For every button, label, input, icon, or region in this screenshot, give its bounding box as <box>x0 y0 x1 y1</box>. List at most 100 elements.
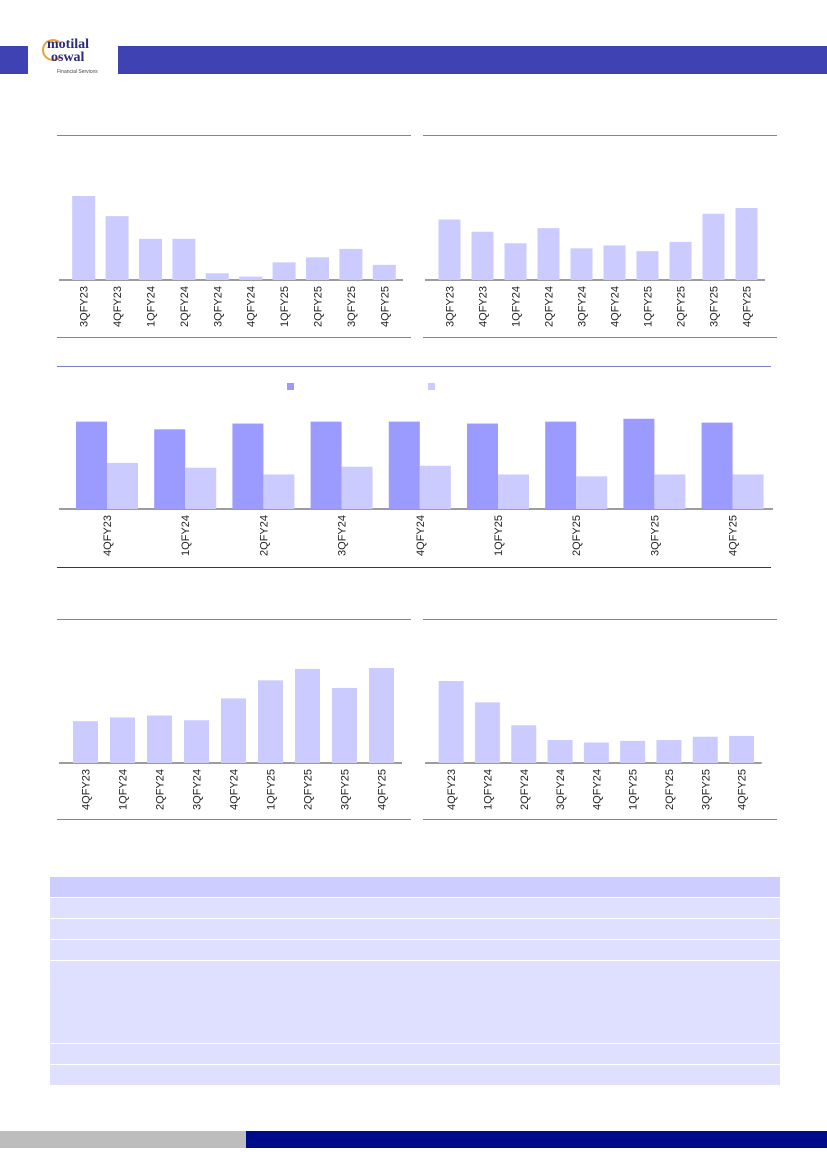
chart-1: 3QFY23 4QFY23 1QFY24 2QFY24 3QFY24 4QFY24 1QFY… <box>59 196 403 327</box>
chart-2: 3QFY23 4QFY23 1QFY24 2QFY24 3QFY24 4QFY24 1QFY… <box>425 208 765 327</box>
bar <box>73 721 98 763</box>
x-tick-label: 1QFY25 <box>628 769 640 810</box>
bar-series1 <box>701 422 733 509</box>
bar <box>438 219 461 280</box>
chart5-bottom-rule <box>423 819 777 820</box>
x-tick-label: 4QFY25 <box>377 769 389 810</box>
x-tick-label: 4QFY24 <box>591 769 603 810</box>
bar <box>620 740 646 763</box>
header-tab <box>0 46 28 74</box>
bar <box>636 251 659 280</box>
x-tick-label: 3QFY25 <box>649 515 661 556</box>
bar <box>656 740 682 763</box>
footer-gray-band <box>0 1131 246 1148</box>
bar <box>547 740 573 763</box>
bar <box>205 273 229 280</box>
x-tick-label: 3QFY23 <box>445 286 457 327</box>
x-tick-label: 1QFY24 <box>146 286 158 327</box>
chart3-top-rule <box>57 366 771 367</box>
x-tick-label: 4QFY23 <box>112 286 124 327</box>
x-tick-label: 3QFY24 <box>337 515 349 556</box>
x-tick-label: 3QFY23 <box>79 286 91 327</box>
x-tick-label: 4QFY25 <box>742 286 754 327</box>
bar-series2 <box>576 476 608 509</box>
bar-series1 <box>310 421 342 509</box>
bar <box>583 742 609 763</box>
x-tick-label: 3QFY24 <box>555 769 567 810</box>
chart-3: 4QFY23 1QFY24 2QFY24 3QFY24 4QFY24 1QFY25 2QFY… <box>59 418 773 556</box>
bar <box>735 208 758 280</box>
bar-series1 <box>232 423 264 509</box>
chart2-bottom-rule <box>423 337 777 338</box>
bar-series1 <box>154 429 186 509</box>
x-tick-label: 2QFY24 <box>258 515 270 556</box>
x-tick-label: 3QFY24 <box>192 769 204 810</box>
x-tick-label: 1QFY25 <box>643 286 655 327</box>
bar <box>692 736 718 763</box>
table-row <box>50 1044 780 1065</box>
x-tick-label: 3QFY24 <box>577 286 589 327</box>
x-tick-label: 2QFY25 <box>313 286 325 327</box>
x-tick-label: 1QFY25 <box>279 286 291 327</box>
bar <box>474 702 500 763</box>
bar <box>258 680 283 763</box>
bar <box>105 216 129 280</box>
bar <box>471 231 494 280</box>
legend-marker-series2 <box>428 383 435 390</box>
bar-series2 <box>341 466 373 509</box>
x-tick-label: 2QFY25 <box>303 769 315 810</box>
bar <box>372 264 396 280</box>
chart-4: 4QFY23 1QFY24 2QFY24 3QFY24 4QFY24 1QFY25 2QFY… <box>59 668 402 810</box>
x-tick-label: 3QFY25 <box>346 286 358 327</box>
bar <box>669 241 692 280</box>
x-tick-label: 1QFY25 <box>493 515 505 556</box>
x-tick-label: 4QFY25 <box>737 769 749 810</box>
x-tick-label: 2QFY25 <box>676 286 688 327</box>
footer-blue-band <box>246 1131 827 1148</box>
bar <box>702 213 725 280</box>
bar-series2 <box>107 462 138 509</box>
bar-series2 <box>263 474 295 509</box>
x-tick-label: 2QFY24 <box>519 769 531 810</box>
legend-marker-series1 <box>287 383 294 390</box>
bar <box>147 715 172 763</box>
logo-line3: Financial Services <box>57 69 98 75</box>
x-tick-label: 4QFY25 <box>728 515 740 556</box>
bar <box>239 276 263 280</box>
x-tick-label: 4QFY24 <box>415 515 427 556</box>
x-tick-label: 4QFY24 <box>246 286 258 327</box>
bar-series2 <box>185 467 217 509</box>
x-tick-label: 4QFY23 <box>81 769 93 810</box>
x-tick-label: 2QFY25 <box>571 515 583 556</box>
data-table <box>50 877 780 1085</box>
x-tick-label: 4QFY23 <box>478 286 490 327</box>
bar-series1 <box>623 418 655 509</box>
chart3-bottom-rule <box>57 567 771 568</box>
x-tick-label: 3QFY25 <box>700 769 712 810</box>
bar <box>295 668 320 763</box>
bar <box>511 725 537 763</box>
x-tick-label: 1QFY24 <box>511 286 523 327</box>
bar-series1 <box>76 421 107 509</box>
bar <box>603 245 626 280</box>
x-tick-label: 3QFY24 <box>212 286 224 327</box>
table-row <box>50 940 780 961</box>
bar-series2 <box>732 474 764 509</box>
bar <box>139 238 162 280</box>
bar <box>537 228 560 280</box>
x-tick-label: 1QFY24 <box>482 769 494 810</box>
bar-series2 <box>654 474 686 509</box>
chart4-bottom-rule <box>57 819 411 820</box>
chart2-top-rule <box>423 135 777 136</box>
x-tick-label: 4QFY24 <box>610 286 622 327</box>
table-row <box>50 898 780 919</box>
chart-5: 4QFY23 1QFY24 2QFY24 3QFY24 4QFY24 1QFY25 2QFY… <box>425 681 762 810</box>
x-tick-label: 3QFY25 <box>709 286 721 327</box>
bar <box>504 243 527 280</box>
bar <box>184 720 209 763</box>
x-tick-label: 4QFY24 <box>229 769 241 810</box>
chart4-top-rule <box>57 619 411 620</box>
x-tick-label: 2QFY24 <box>544 286 556 327</box>
x-tick-label: 2QFY24 <box>155 769 167 810</box>
chart1-bottom-rule <box>57 337 411 338</box>
